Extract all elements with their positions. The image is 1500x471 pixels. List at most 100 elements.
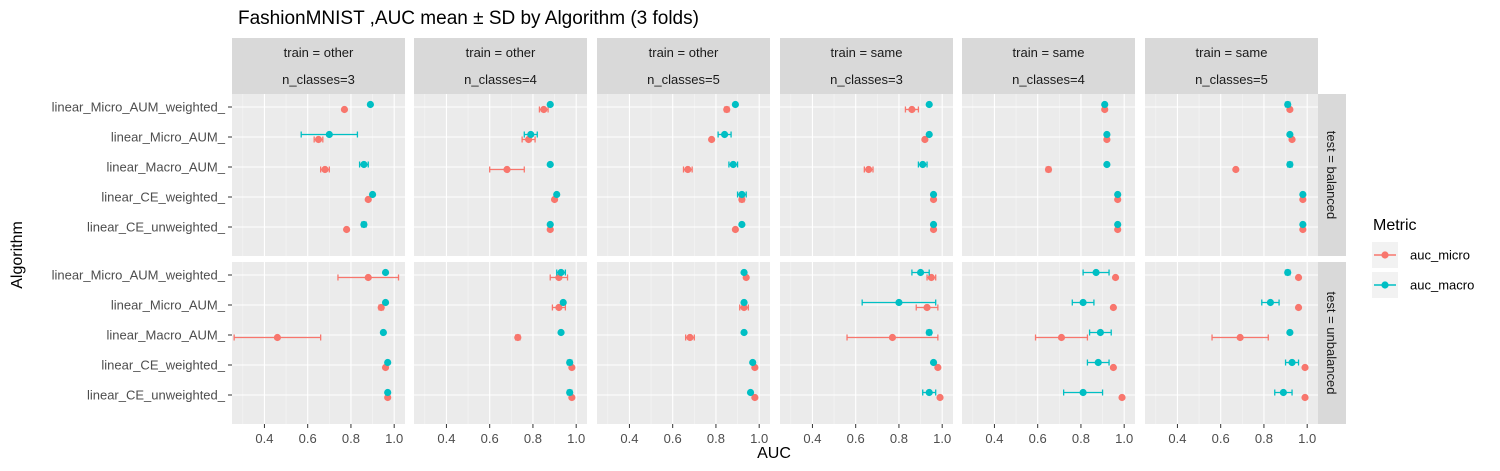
auc_micro-point bbox=[1109, 303, 1117, 312]
facet-strip-train-label: train = same bbox=[1196, 45, 1268, 60]
auc_micro-point bbox=[929, 195, 938, 204]
auc_macro-point bbox=[1286, 328, 1294, 337]
auc_micro-point bbox=[1057, 333, 1066, 342]
facet-strip-test-label: test = unbalanced bbox=[1324, 292, 1339, 395]
auc_macro-point bbox=[929, 220, 938, 229]
auc_micro-point bbox=[1114, 225, 1122, 234]
auc_micro-point bbox=[514, 333, 522, 342]
y-tick-label: linear_Micro_AUM_weighted_ bbox=[52, 100, 226, 115]
auc_macro-point bbox=[925, 388, 933, 397]
auc_micro-point bbox=[738, 195, 746, 204]
auc_micro-point bbox=[1299, 225, 1307, 234]
auc_macro-point bbox=[929, 358, 938, 367]
x-tick-label: 1.0 bbox=[1115, 431, 1133, 446]
y-tick-label: linear_CE_weighted_ bbox=[101, 190, 225, 205]
x-tick-label: 1.0 bbox=[567, 431, 585, 446]
panel-background bbox=[780, 94, 953, 256]
panel-background bbox=[414, 262, 587, 424]
facet-strip-col-1 bbox=[232, 38, 405, 94]
auc_micro-point bbox=[555, 303, 563, 312]
auc_macro-point bbox=[1079, 388, 1087, 397]
y-tick-label: linear_Micro_AUM_ bbox=[111, 298, 226, 313]
auc_micro-point bbox=[321, 165, 329, 174]
y-tick-label: linear_CE_unweighted_ bbox=[87, 220, 226, 235]
panel-background bbox=[232, 94, 405, 256]
auc_micro-point bbox=[314, 135, 323, 144]
x-axis-title: AUC bbox=[757, 445, 791, 462]
x-tick-label: 0.6 bbox=[1029, 431, 1047, 446]
facet-strip-train-label: train = other bbox=[466, 45, 536, 60]
facet-strip-train-label: train = same bbox=[831, 45, 903, 60]
y-tick-label: linear_Macro_AUM_ bbox=[107, 160, 226, 175]
panel-background bbox=[597, 262, 770, 424]
auc_macro-point bbox=[527, 130, 535, 139]
auc_micro-point bbox=[865, 165, 873, 174]
y-tick-label: linear_CE_weighted_ bbox=[101, 358, 225, 373]
auc_micro-point bbox=[908, 105, 916, 114]
legend-label-auc_micro: auc_micro bbox=[1410, 248, 1470, 263]
auc_macro-point bbox=[740, 298, 748, 307]
legend-key-point bbox=[1381, 251, 1389, 259]
auc_macro-point bbox=[1092, 268, 1100, 277]
auc_micro-point bbox=[1101, 105, 1109, 114]
auc_macro-point bbox=[1279, 388, 1287, 397]
facet-strip-nclasses-label: n_classes=3 bbox=[282, 72, 355, 87]
auc_micro-point bbox=[377, 303, 385, 312]
auc_macro-point bbox=[740, 268, 748, 277]
auc_macro-point bbox=[559, 298, 567, 307]
auc_macro-point bbox=[325, 130, 333, 139]
auc_macro-point bbox=[1114, 190, 1122, 199]
auc_macro-point bbox=[916, 268, 925, 277]
y-tick-label: linear_Macro_AUM_ bbox=[107, 328, 226, 343]
auc_micro-point bbox=[929, 225, 938, 234]
panel-r1-c1 bbox=[232, 94, 405, 256]
facet-strip-col-6 bbox=[1145, 38, 1318, 94]
panel-background bbox=[1145, 94, 1318, 256]
auc_macro-point bbox=[360, 160, 368, 169]
legend-title: Metric bbox=[1373, 217, 1417, 234]
panel-background bbox=[597, 94, 770, 256]
auc_micro-point bbox=[1301, 393, 1309, 402]
auc_macro-point bbox=[379, 328, 387, 337]
auc_macro-point bbox=[546, 100, 554, 109]
auc_macro-point bbox=[1103, 160, 1111, 169]
auc_macro-point bbox=[1266, 298, 1275, 307]
auc_macro-point bbox=[1114, 220, 1122, 229]
panel-background bbox=[232, 262, 405, 424]
panel-r1-c2 bbox=[414, 94, 587, 256]
auc_micro-point bbox=[684, 165, 692, 174]
facet-strip-nclasses-label: n_classes=4 bbox=[464, 72, 537, 87]
facet-strip-row-1 bbox=[1318, 94, 1346, 256]
facet-strip-nclasses-label: n_classes=5 bbox=[1195, 72, 1268, 87]
x-tick-label: 0.8 bbox=[524, 431, 542, 446]
x-tick-label: 0.4 bbox=[255, 431, 273, 446]
y-tick-label: linear_CE_unweighted_ bbox=[87, 388, 226, 403]
auc_macro-point bbox=[360, 220, 368, 229]
auc_macro-point bbox=[557, 328, 565, 337]
auc_micro-point bbox=[340, 105, 349, 114]
auc_macro-point bbox=[738, 220, 746, 229]
auc_macro-point bbox=[919, 160, 927, 169]
x-tick-label: 0.8 bbox=[707, 431, 725, 446]
x-tick-label: 0.6 bbox=[664, 431, 682, 446]
auc_macro-point bbox=[895, 298, 903, 307]
auc_macro-point bbox=[384, 358, 392, 367]
auc_micro-point bbox=[740, 303, 748, 312]
panel-r1-c4 bbox=[780, 94, 953, 256]
x-tick-label: 1.0 bbox=[1298, 431, 1316, 446]
y-axis-title: Algorithm bbox=[9, 221, 26, 289]
panel-r1-c3 bbox=[597, 94, 770, 256]
panel-r2-c6 bbox=[1145, 262, 1318, 424]
auc_macro-point bbox=[384, 388, 392, 397]
x-tick-label: 0.8 bbox=[890, 431, 908, 446]
auc_macro-point bbox=[553, 190, 561, 199]
auc_micro-point bbox=[751, 393, 759, 402]
auc_micro-point bbox=[273, 333, 282, 342]
x-tick-label: 1.0 bbox=[933, 431, 951, 446]
auc_macro-point bbox=[1103, 130, 1111, 139]
auc_macro-point bbox=[925, 328, 933, 337]
auc_macro-point bbox=[566, 388, 574, 397]
auc_micro-point bbox=[384, 393, 392, 402]
auc_micro-point bbox=[364, 195, 372, 204]
auc_micro-point bbox=[364, 273, 372, 282]
